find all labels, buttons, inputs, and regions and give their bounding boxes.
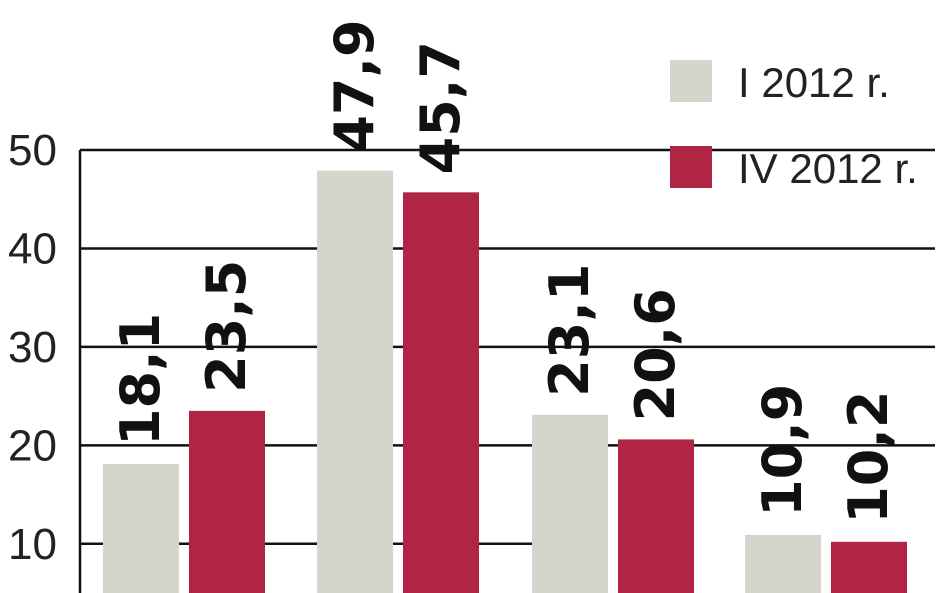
y-tick-label-20: 20 bbox=[8, 421, 57, 470]
y-axis-ticks: 10 20 30 40 50 bbox=[8, 126, 57, 569]
legend-swatch-2 bbox=[670, 146, 712, 188]
data-label-series1-group4: 10,9 bbox=[751, 384, 814, 517]
y-tick-label-50: 50 bbox=[8, 126, 57, 175]
data-label-series1-group1: 18,1 bbox=[109, 313, 172, 446]
bar-series1-group1 bbox=[103, 464, 179, 593]
legend-swatch-1 bbox=[670, 60, 712, 102]
legend-label-1: I 2012 r. bbox=[738, 59, 890, 106]
bar-series2-group1 bbox=[189, 410, 265, 593]
data-label-series2-group1: 23,5 bbox=[195, 260, 258, 393]
bar-series2-group3 bbox=[618, 439, 694, 593]
data-label-series2-group2: 45,7 bbox=[409, 41, 472, 174]
bar-series2-group2 bbox=[403, 192, 479, 593]
data-label-series2-group4: 10,2 bbox=[837, 391, 900, 524]
y-tick-label-30: 30 bbox=[8, 323, 57, 372]
y-tick-label-10: 10 bbox=[8, 520, 57, 569]
bar-series2-group4 bbox=[831, 541, 907, 593]
legend-label-2: IV 2012 r. bbox=[738, 145, 918, 192]
legend: I 2012 r. IV 2012 r. bbox=[670, 59, 918, 192]
y-tick-label-40: 40 bbox=[8, 224, 57, 273]
data-label-series1-group3: 23,1 bbox=[538, 264, 601, 397]
data-label-series1-group2: 47,9 bbox=[323, 19, 386, 152]
bar-series1-group2 bbox=[317, 170, 393, 593]
bars bbox=[103, 170, 907, 593]
data-label-series2-group3: 20,6 bbox=[624, 288, 687, 421]
data-labels: 18,1 47,9 23,1 10,9 23,5 45,7 20,6 10,2 bbox=[109, 19, 900, 523]
bar-series1-group4 bbox=[745, 534, 821, 593]
bar-series1-group3 bbox=[532, 414, 608, 593]
